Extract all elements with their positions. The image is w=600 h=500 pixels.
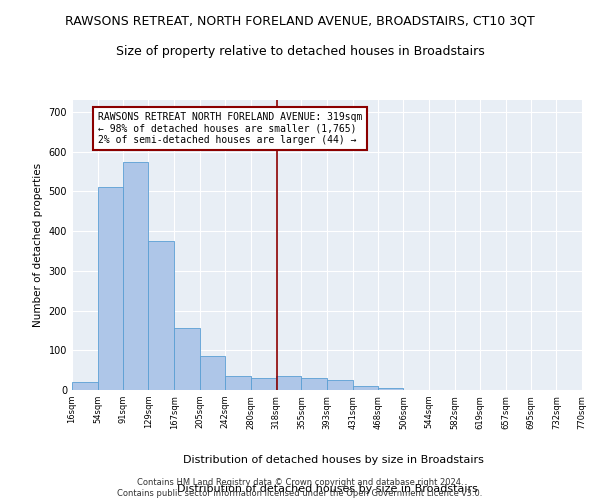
Bar — [225, 376, 251, 390]
Bar — [72, 382, 98, 390]
Text: Distribution of detached houses by size in Broadstairs: Distribution of detached houses by size … — [182, 455, 484, 465]
Bar — [123, 162, 148, 390]
X-axis label: Distribution of detached houses by size in Broadstairs: Distribution of detached houses by size … — [176, 484, 478, 494]
Text: RAWSONS RETREAT NORTH FORELAND AVENUE: 319sqm
← 98% of detached houses are small: RAWSONS RETREAT NORTH FORELAND AVENUE: 3… — [98, 112, 362, 145]
Bar — [251, 378, 276, 390]
Bar — [327, 380, 353, 390]
Bar — [301, 378, 327, 390]
Bar — [174, 328, 200, 390]
Bar — [378, 388, 403, 390]
Bar — [200, 356, 225, 390]
Bar — [98, 188, 123, 390]
Text: RAWSONS RETREAT, NORTH FORELAND AVENUE, BROADSTAIRS, CT10 3QT: RAWSONS RETREAT, NORTH FORELAND AVENUE, … — [65, 15, 535, 28]
Text: Contains HM Land Registry data © Crown copyright and database right 2024.
Contai: Contains HM Land Registry data © Crown c… — [118, 478, 482, 498]
Bar — [353, 386, 378, 390]
Text: Size of property relative to detached houses in Broadstairs: Size of property relative to detached ho… — [116, 45, 484, 58]
Bar — [276, 376, 301, 390]
Bar — [148, 241, 174, 390]
Y-axis label: Number of detached properties: Number of detached properties — [33, 163, 43, 327]
